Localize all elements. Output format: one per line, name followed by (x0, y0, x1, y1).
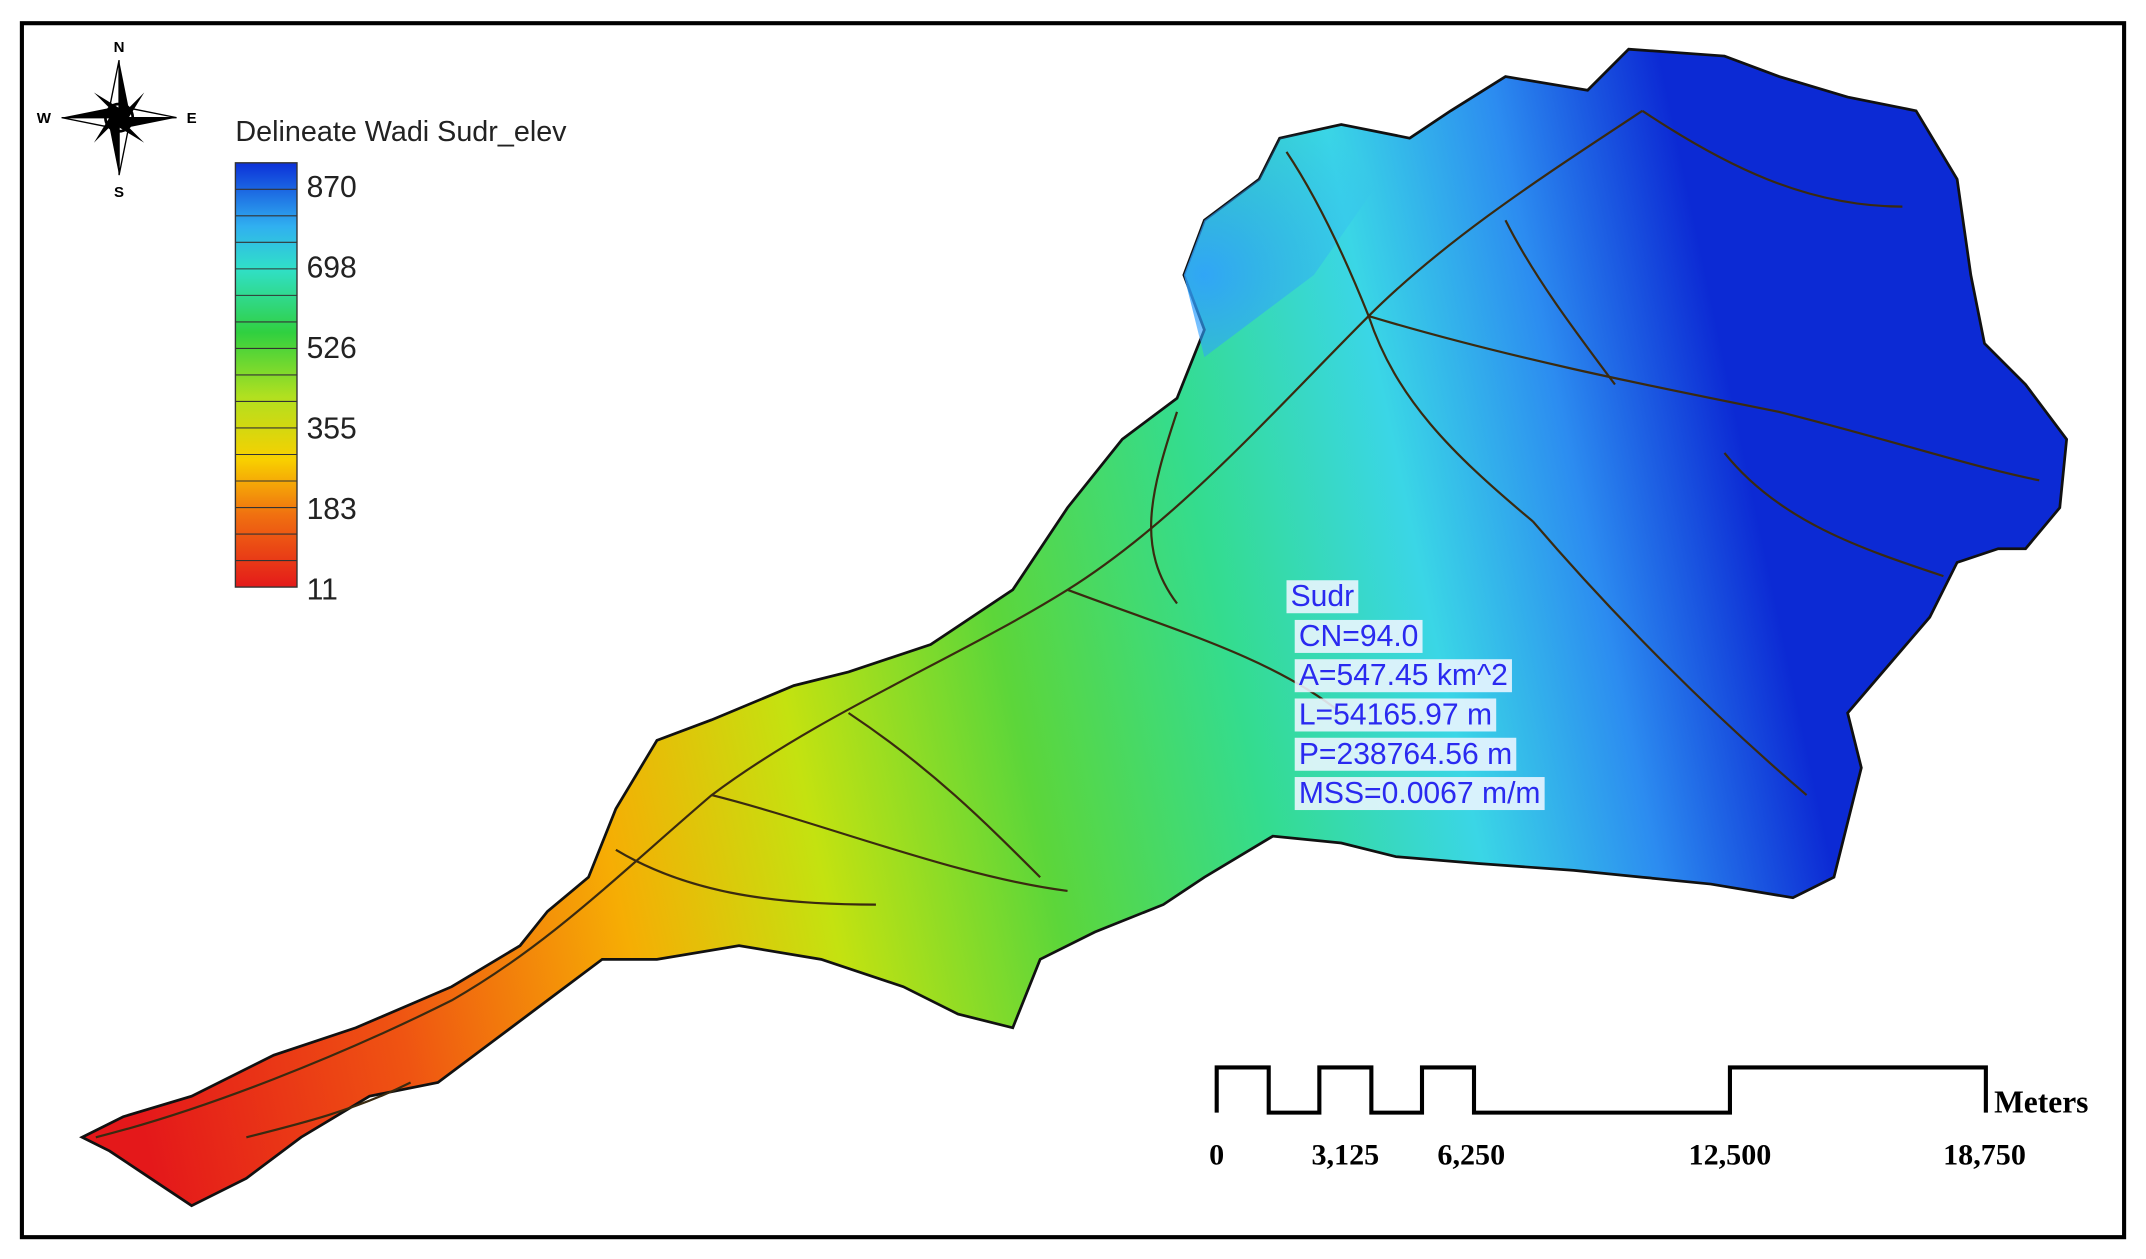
scale-label: 18,750 (1943, 1138, 2026, 1172)
legend-label: 698 (307, 251, 357, 284)
info-line: P=238764.56 m (1299, 738, 1512, 771)
compass-east: E (187, 110, 197, 127)
legend-label: 526 (307, 332, 357, 365)
legend-title: Delineate Wadi Sudr_elev (235, 116, 567, 148)
info-line: CN=94.0 (1299, 620, 1419, 653)
legend-label: 183 (307, 493, 357, 526)
info-line: MSS=0.0067 m/m (1299, 777, 1541, 810)
scale-label: 3,125 (1311, 1138, 1379, 1172)
info-line: A=547.45 km^2 (1299, 659, 1508, 692)
compass-south: S (114, 184, 124, 201)
info-background (1294, 698, 1497, 732)
scale-unit: Meters (1994, 1085, 2088, 1120)
scale-label: 12,500 (1689, 1138, 1772, 1172)
compass-west: W (37, 110, 52, 127)
info-background (1294, 659, 1512, 693)
info-box: Sudr CN=94.0 A=547.45 km^2 L=54165.97 m P=23… (1286, 580, 1545, 811)
scale-bar-line (1214, 1065, 1988, 1115)
legend-label: 870 (307, 171, 357, 204)
compass-north: N (114, 39, 125, 56)
legend-label: 355 (307, 412, 357, 445)
legend-label: 11 (307, 573, 338, 606)
watershed (79, 47, 2069, 1208)
legend: Delineate Wadi Sudr_elev 870 698 526 355 183… (234, 116, 567, 606)
info-line: L=54165.97 m (1299, 698, 1492, 731)
info-name: Sudr (1291, 580, 1355, 613)
scale-bar: 0 3,125 6,250 12,500 18,750 Meters (1209, 1065, 2088, 1172)
scale-label: 0 (1209, 1138, 1224, 1172)
info-background (1294, 737, 1517, 771)
info-background (1294, 777, 1545, 811)
scale-label: 6,250 (1437, 1138, 1505, 1172)
info-background (1286, 580, 1359, 614)
streams (95, 109, 2040, 1139)
info-background (1294, 619, 1423, 653)
